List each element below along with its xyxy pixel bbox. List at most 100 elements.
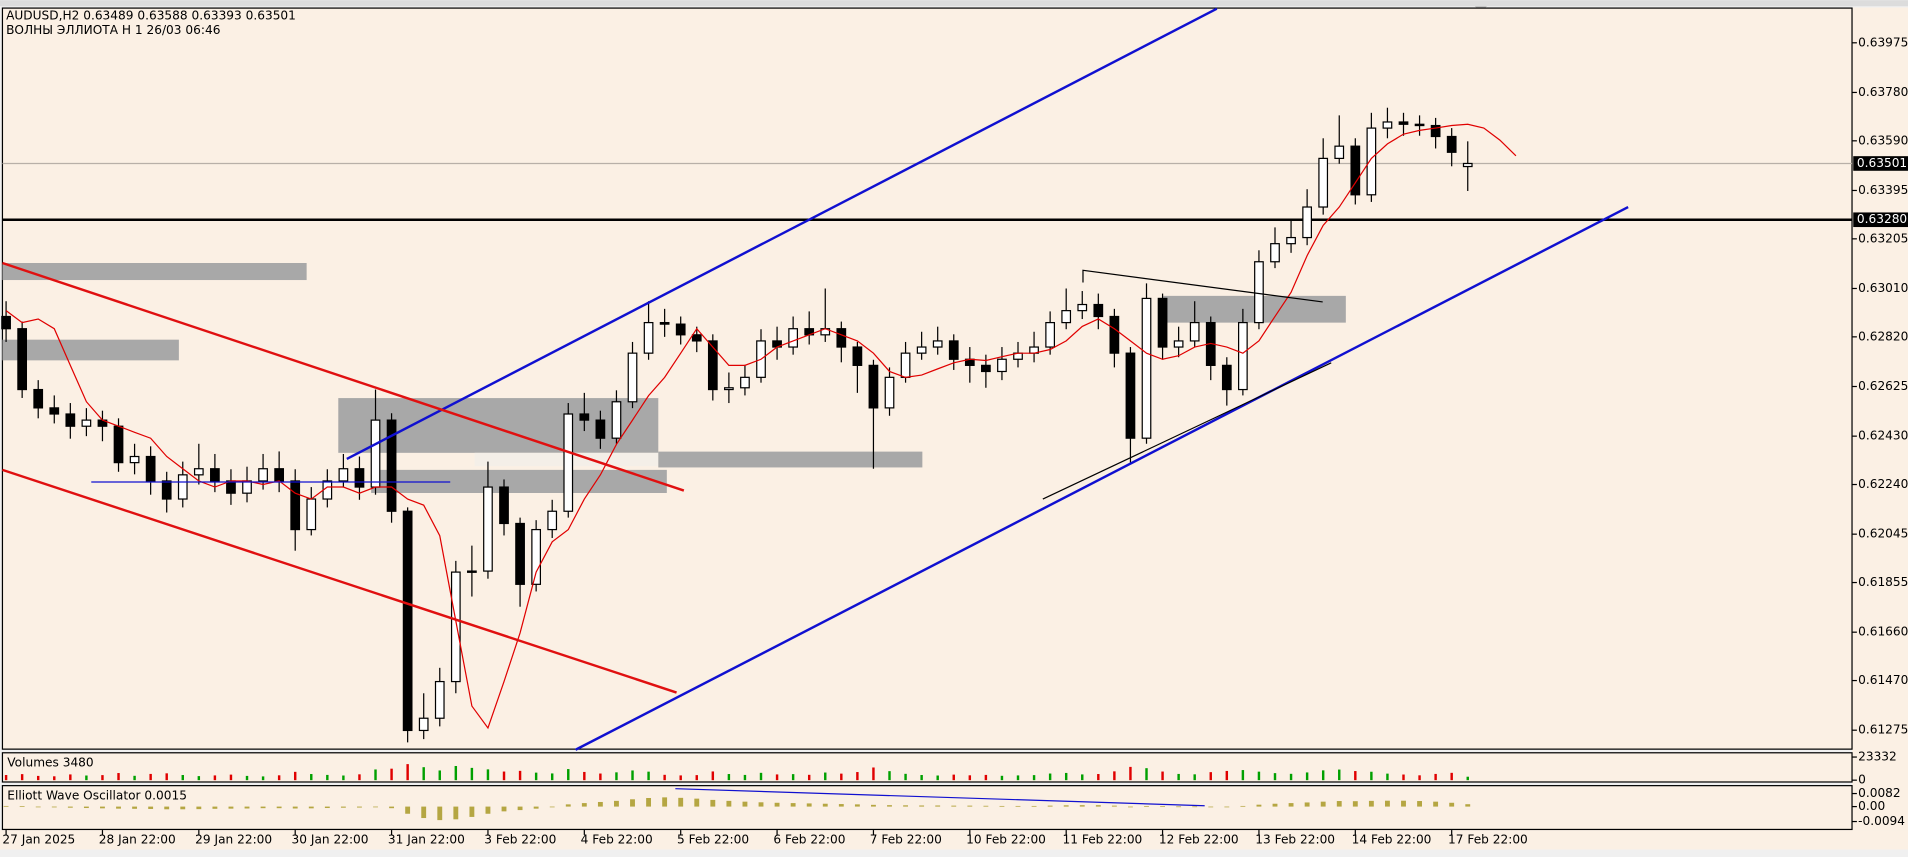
candle-body — [483, 486, 493, 572]
volume-bar — [1450, 772, 1453, 781]
candle-body — [659, 321, 670, 325]
candle-body — [129, 455, 140, 464]
oscillator-bar — [308, 806, 314, 809]
volume-bar — [342, 775, 345, 781]
top-tab-strip — [0, 0, 1908, 7]
oscillator-bar — [389, 806, 395, 809]
volume-bar — [968, 775, 972, 781]
oscillator-bar — [1336, 801, 1342, 807]
candle-body — [1238, 321, 1248, 391]
volume-bar — [1016, 775, 1020, 781]
candle-body — [1173, 340, 1184, 348]
volume-bar — [1145, 768, 1148, 781]
oscillator-bar — [951, 805, 957, 807]
volume-bar — [1193, 774, 1196, 781]
oscillator-bar — [148, 806, 154, 809]
volume-bar — [69, 774, 72, 781]
oscillator-bar — [1144, 806, 1149, 808]
candle-body — [274, 468, 285, 482]
volume-bar — [1177, 773, 1180, 781]
volume-bar — [4, 775, 8, 781]
volume-bar — [583, 771, 586, 781]
oscillator-bar — [1047, 805, 1053, 807]
candle-body — [499, 486, 509, 525]
zone — [371, 469, 667, 493]
volume-bar — [904, 773, 907, 781]
channel-line — [2, 468, 677, 694]
oscillator-bar — [357, 806, 362, 808]
x-tick-label: 30 Jan 22:00 — [292, 832, 369, 846]
volume-bar — [711, 771, 715, 781]
oscillator-bar — [421, 806, 427, 819]
volume-bar — [20, 774, 24, 781]
volume-bar — [1000, 775, 1004, 781]
volume-bar — [840, 773, 843, 781]
candle-body — [1221, 364, 1232, 391]
volume-title: Volumes 3480 — [7, 756, 93, 770]
oscillator-bar — [51, 806, 57, 808]
candle-body — [788, 328, 799, 348]
oscillator-bar — [517, 806, 523, 811]
y-tick-label: 0.61855 — [1858, 575, 1908, 589]
time-axis-area — [0, 830, 1908, 850]
candle-body — [418, 717, 429, 732]
candle-body — [1446, 135, 1457, 153]
zone — [2, 339, 179, 361]
y-tick-label: 0.61660 — [1858, 625, 1908, 639]
volume-bar — [1321, 770, 1325, 781]
candle-body — [338, 468, 349, 482]
y-tick-label: 23332 — [1858, 750, 1897, 764]
candle-body — [1350, 145, 1361, 196]
x-tick-label: 28 Jan 22:00 — [99, 832, 176, 846]
oscillator-bar — [935, 805, 941, 807]
candle-body — [515, 522, 525, 585]
oscillator-bar — [549, 806, 555, 808]
oscillator-bar — [228, 806, 234, 809]
candle-body — [450, 571, 461, 683]
oscillator-bar — [742, 801, 748, 807]
y-tick-label: 0.63205 — [1858, 231, 1908, 245]
candle-body — [49, 407, 60, 415]
candle-body — [563, 413, 574, 512]
y-tick-label: 0.62430 — [1858, 429, 1908, 443]
oscillator-bar — [324, 806, 330, 809]
x-tick-label: 29 Jan 22:00 — [195, 832, 272, 846]
y-tick-label: 0 — [1858, 773, 1866, 787]
candle-body — [402, 510, 413, 732]
volume-bar — [1225, 770, 1229, 781]
oscillator-bar — [983, 805, 989, 807]
volume-bar — [1064, 772, 1068, 781]
volume-bar — [679, 775, 682, 781]
candle-body — [1270, 243, 1280, 263]
candle-body — [1366, 127, 1377, 196]
candle-body — [1045, 321, 1055, 348]
candle-body — [177, 474, 188, 500]
candle-body — [1398, 121, 1409, 125]
oscillator-bar — [116, 806, 121, 809]
candle-body — [434, 680, 445, 719]
volume-bar — [310, 774, 313, 781]
chart-title: AUDUSD,H2 0.63489 0.63588 0.63393 0.6350… — [6, 8, 296, 22]
candle-body — [306, 498, 317, 531]
oscillator-bar — [806, 803, 812, 807]
volume-bar — [197, 776, 201, 781]
candle-body — [1318, 157, 1329, 208]
volume-bar — [261, 776, 265, 781]
volume-bar — [277, 775, 281, 781]
volume-bar — [567, 769, 570, 781]
volume-bar — [1209, 772, 1212, 781]
volume-bar — [615, 772, 618, 781]
oscillator-bar — [1417, 801, 1422, 807]
oscillator-bar — [212, 806, 218, 809]
volume-bar — [117, 773, 120, 781]
oscillator-bar — [614, 800, 619, 807]
oscillator-bar — [501, 806, 507, 812]
oscillator-title: Elliott Wave Oscillator 0.0015 — [7, 788, 187, 802]
oscillator-trend-line — [675, 788, 1205, 807]
volume-bar — [326, 774, 329, 781]
volume-bar — [1418, 775, 1421, 781]
volume-bar — [85, 775, 88, 781]
oscillator-bar — [83, 806, 89, 809]
price-label-box — [1853, 156, 1908, 171]
